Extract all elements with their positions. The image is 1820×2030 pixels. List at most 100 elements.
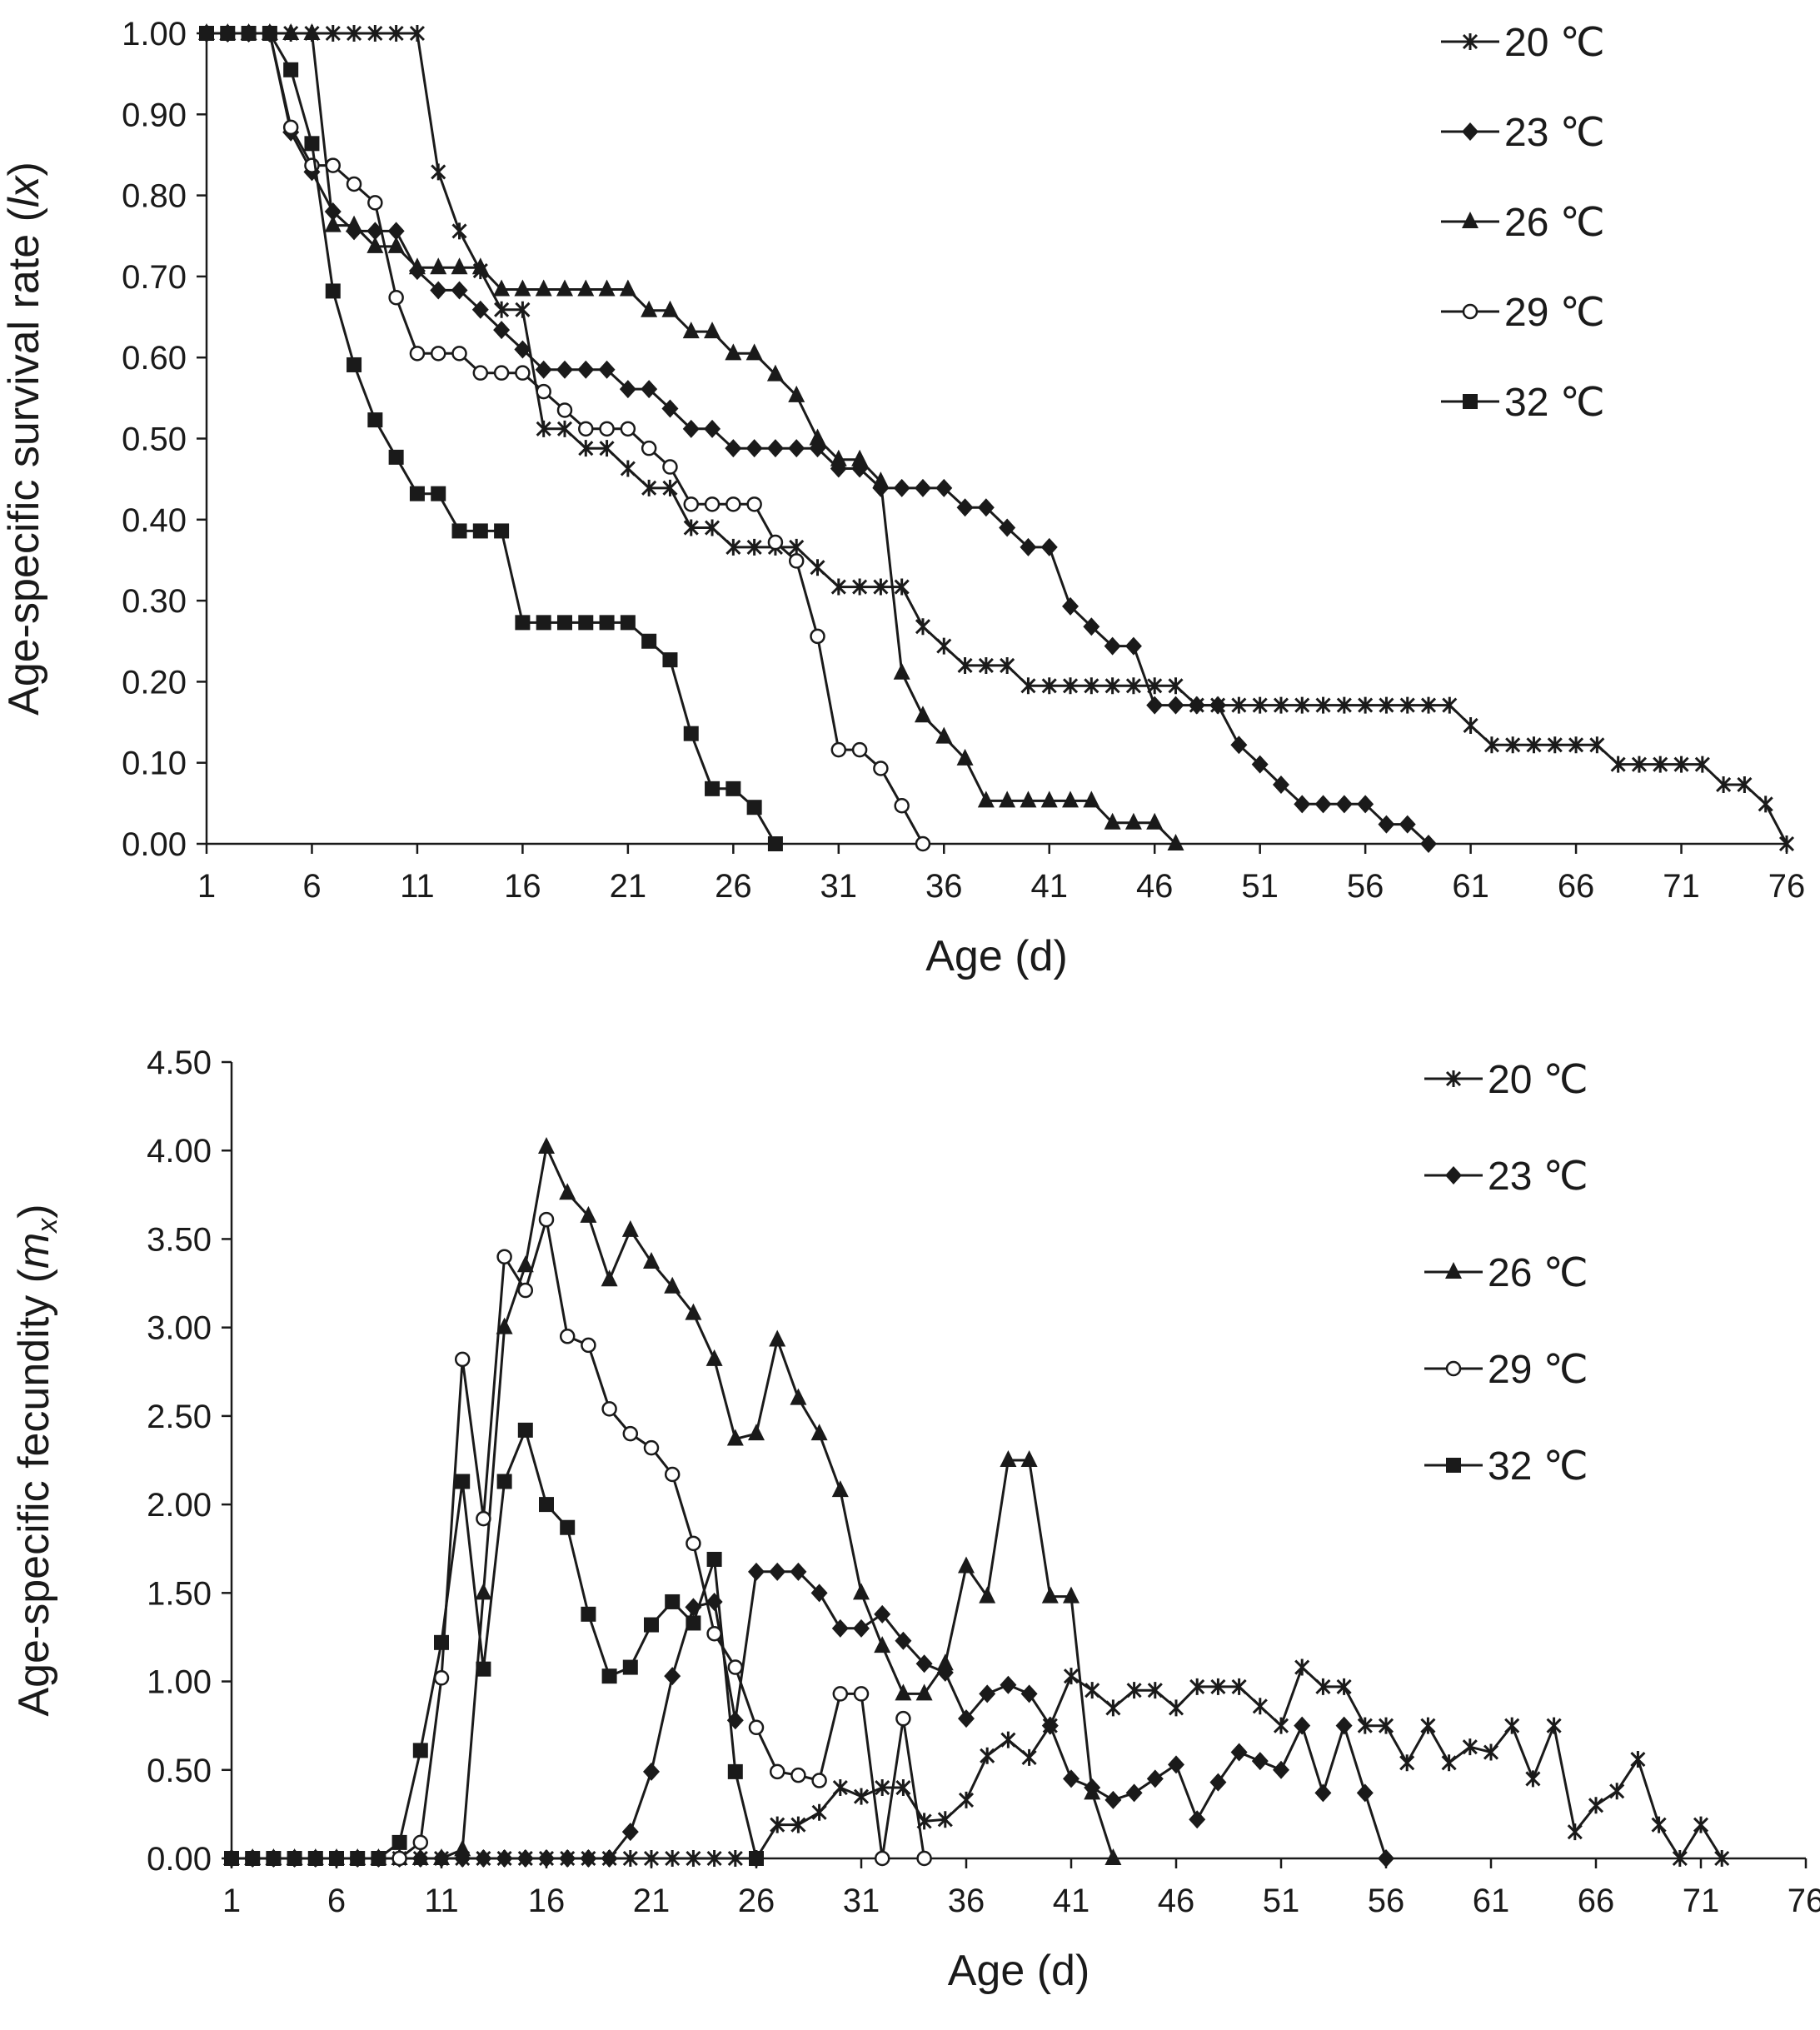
data-point [1672, 1850, 1688, 1867]
legend-marker [1445, 1070, 1462, 1087]
x-tick-label: 26 [715, 868, 752, 905]
data-point [706, 1850, 722, 1867]
data-point [1694, 756, 1710, 773]
data-point [580, 1205, 597, 1223]
data-point [538, 1136, 555, 1154]
data-point [661, 300, 679, 317]
legend-marker [1445, 1166, 1462, 1185]
data-point [1085, 1682, 1100, 1699]
data-point [601, 1401, 617, 1417]
legend-label: 26 ℃ [1488, 1251, 1588, 1295]
data-point [662, 459, 678, 475]
data-point [915, 835, 931, 852]
x-tick-label: 56 [1368, 1883, 1405, 1919]
legend-item: 32 ℃ [1424, 1444, 1588, 1489]
data-point [388, 289, 404, 306]
data-point [725, 439, 742, 458]
data-point [516, 1255, 534, 1273]
data-point [641, 479, 657, 496]
x-tick-label: 41 [1030, 868, 1068, 905]
data-point [536, 420, 551, 437]
data-point [1062, 677, 1079, 695]
data-point [1609, 1783, 1625, 1800]
data-point [874, 1636, 891, 1653]
data-point [451, 222, 467, 240]
data-point [662, 479, 678, 496]
data-point [915, 1654, 933, 1673]
data-point [748, 1719, 765, 1736]
data-point [621, 1823, 639, 1842]
data-point [346, 176, 362, 192]
y-tick-label: 1.50 [147, 1575, 212, 1612]
data-point [748, 1562, 765, 1581]
data-point [1189, 1810, 1206, 1829]
y-axis-title: Age-specific survival rate (lx) [0, 162, 48, 716]
data-point [560, 1519, 576, 1535]
data-point [199, 26, 214, 41]
data-point [535, 360, 552, 379]
data-point [412, 1834, 429, 1851]
data-point [682, 322, 700, 339]
data-point [766, 364, 784, 382]
data-point [874, 1604, 891, 1624]
data-point [1063, 1668, 1080, 1685]
legend-label: 32 ℃ [1488, 1444, 1588, 1489]
data-point [1251, 755, 1269, 774]
data-point [706, 1349, 723, 1366]
data-point [726, 1429, 744, 1446]
data-point [643, 1850, 660, 1867]
data-point [915, 1683, 933, 1701]
data-point [1335, 1716, 1353, 1735]
data-point [224, 1851, 239, 1866]
data-point [956, 748, 974, 766]
data-point [1273, 1717, 1289, 1734]
data-point [830, 449, 847, 466]
data-point [1314, 795, 1332, 814]
legend-item: 29 ℃ [1424, 1348, 1588, 1392]
x-tick-label: 61 [1473, 1883, 1510, 1919]
data-point [367, 195, 383, 211]
data-point [1062, 596, 1080, 616]
data-point [451, 523, 467, 539]
data-point [1083, 791, 1100, 808]
data-point [704, 419, 721, 438]
data-point [1209, 696, 1227, 715]
x-axis-title: Age (d) [948, 1947, 1090, 1995]
legend-item: 26 ℃ [1441, 201, 1605, 245]
data-point [665, 1594, 681, 1609]
series-square [224, 1422, 764, 1866]
data-point [1231, 696, 1247, 714]
data-point [1294, 696, 1310, 714]
data-point [1335, 795, 1353, 814]
data-point [1693, 1816, 1709, 1833]
data-point [598, 360, 616, 379]
data-point [430, 346, 446, 362]
data-point [430, 281, 447, 300]
data-point [704, 322, 721, 339]
x-tick-label: 36 [925, 868, 963, 905]
data-point [1630, 1751, 1646, 1768]
data-point [1378, 1717, 1394, 1734]
y-tick-label: 4.50 [147, 1045, 212, 1081]
data-point [559, 1183, 576, 1200]
data-point [977, 498, 995, 517]
data-point [517, 1282, 534, 1299]
data-point [1273, 696, 1289, 714]
data-point [1315, 1678, 1331, 1695]
data-point [307, 1851, 323, 1866]
data-point [767, 836, 783, 851]
x-tick-label: 11 [424, 1883, 459, 1919]
y-tick-label: 1.00 [122, 16, 187, 52]
data-point [726, 496, 741, 512]
y-axis-title: Age-specific fecundity (mx) [10, 1204, 63, 1716]
data-point [1000, 1450, 1017, 1467]
data-point [1063, 1769, 1080, 1788]
data-point [914, 478, 931, 497]
data-point [810, 1424, 828, 1441]
data-point [664, 1667, 681, 1686]
data-point [622, 1425, 639, 1442]
data-point [914, 706, 931, 723]
data-point [1441, 1754, 1457, 1772]
data-point [581, 1337, 596, 1354]
data-point [853, 1583, 870, 1600]
